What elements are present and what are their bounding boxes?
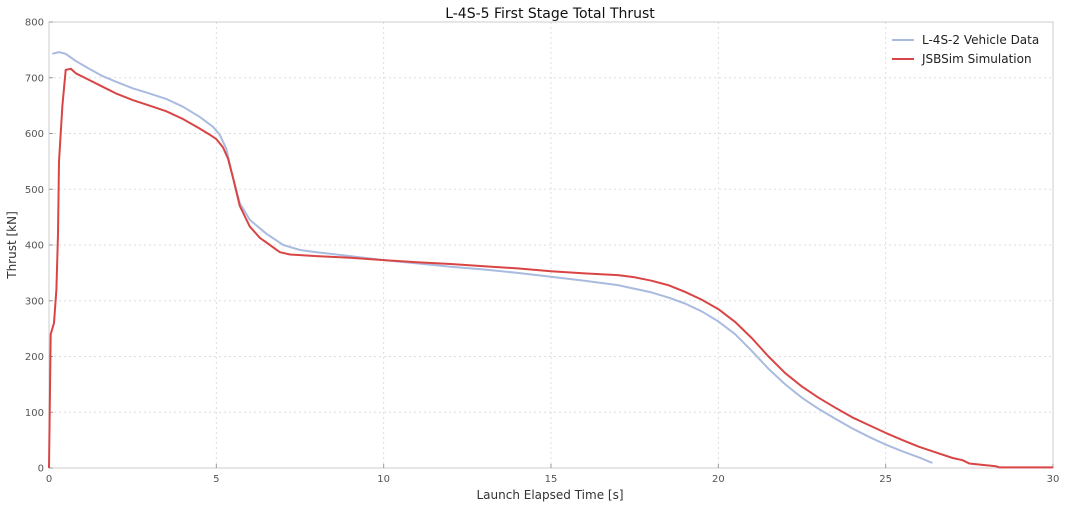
legend-label-vehicle-data: L-4S-2 Vehicle Data	[922, 33, 1039, 47]
y-tick-label: 200	[25, 352, 44, 363]
y-tick-label: 700	[25, 73, 44, 84]
y-axis-label: Thrust [kN]	[5, 211, 19, 280]
y-tick-label: 600	[25, 129, 44, 140]
x-axis-ticks: 0 5 10 15 20 25 30	[46, 464, 1060, 485]
series-layer	[48, 51, 1053, 469]
series-line-jsbsim	[48, 67, 1053, 469]
x-axis-label: Launch Elapsed Time [s]	[476, 488, 623, 502]
y-tick-label: 500	[25, 185, 44, 196]
y-tick-label: 800	[25, 18, 44, 29]
grid	[48, 21, 1054, 469]
y-tick-label: 100	[25, 408, 44, 419]
chart-title: L-4S-5 First Stage Total Thrust	[445, 6, 655, 22]
x-tick-label: 30	[1047, 474, 1060, 485]
x-tick-label: 0	[46, 474, 52, 485]
y-tick-label: 400	[25, 241, 44, 252]
x-tick-label: 25	[879, 474, 892, 485]
legend-label-jsbsim: JSBSim Simulation	[921, 52, 1032, 66]
x-tick-label: 15	[545, 474, 558, 485]
x-tick-label: 5	[213, 474, 219, 485]
x-tick-label: 20	[712, 474, 725, 485]
x-tick-label: 10	[377, 474, 390, 485]
series-line-vehicle-data	[52, 51, 933, 464]
y-axis-ticks: 0 100 200 300 400 500 600 700 800	[25, 18, 53, 475]
y-tick-label: 0	[38, 464, 44, 475]
y-tick-label: 300	[25, 296, 44, 307]
legend: L-4S-2 Vehicle Data JSBSim Simulation	[892, 33, 1039, 66]
